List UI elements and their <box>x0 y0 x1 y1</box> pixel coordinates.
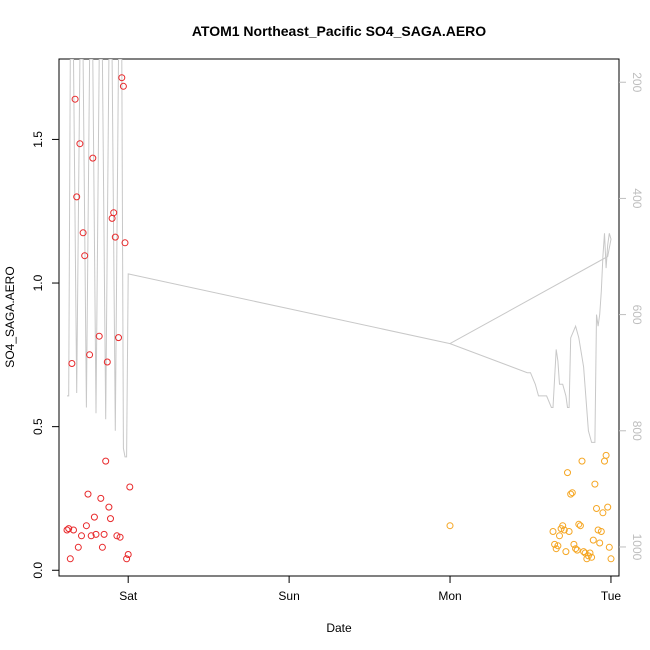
data-point <box>82 522 90 530</box>
series-0 <box>63 74 134 563</box>
data-point <box>580 548 588 556</box>
data-point <box>119 82 127 90</box>
data-point <box>98 543 106 551</box>
data-point <box>103 358 111 366</box>
data-point <box>116 533 124 541</box>
data-point <box>71 95 79 103</box>
right-tick-label-0: 200 <box>630 72 644 92</box>
data-point <box>565 528 573 535</box>
right-tick-label-3: 800 <box>630 421 644 441</box>
right-axis: 200 400 600 800 1000 <box>619 72 644 561</box>
data-point <box>121 239 129 247</box>
y-axis-label: SO4_SAGA.AERO <box>3 266 17 367</box>
data-point <box>87 532 95 540</box>
data-point <box>74 543 82 551</box>
data-point <box>607 555 615 563</box>
data-point <box>79 229 87 237</box>
data-point <box>84 490 92 498</box>
y-tick-label-1: 0.5 <box>31 418 45 435</box>
data-point <box>89 154 97 162</box>
data-point <box>554 542 562 550</box>
data-point <box>78 532 85 540</box>
data-point <box>567 490 575 498</box>
data-point <box>599 509 607 517</box>
data-point <box>66 555 74 563</box>
data-point <box>564 469 571 477</box>
x-tick-label-0: Sat <box>119 589 138 603</box>
data-point <box>123 555 131 563</box>
data-point <box>568 489 576 497</box>
right-tick-label-2: 600 <box>630 305 644 325</box>
x-tick-label-2: Mon <box>438 589 461 603</box>
plot-area <box>63 59 615 563</box>
y-tick-label-3: 1.5 <box>31 131 45 148</box>
data-point <box>602 451 610 459</box>
x-tick-label-3: Tue <box>601 589 622 603</box>
data-point <box>81 252 89 260</box>
chart-title: ATOM1 Northeast_Pacific SO4_SAGA.AERO <box>192 23 486 39</box>
data-point <box>63 526 71 534</box>
data-point <box>111 233 119 241</box>
data-point <box>575 520 583 528</box>
data-point <box>446 522 454 530</box>
data-point <box>596 539 604 547</box>
right-tick-label-4: 1000 <box>630 534 644 561</box>
data-point <box>588 553 596 561</box>
data-point <box>586 549 594 557</box>
data-point <box>570 540 578 548</box>
data-point <box>601 457 608 465</box>
data-point <box>97 494 105 502</box>
y-tick-label-0: 0.0 <box>31 562 45 579</box>
y-tick-label-2: 1.0 <box>31 274 45 291</box>
data-point <box>594 526 602 534</box>
data-point <box>105 503 113 511</box>
data-point <box>591 480 599 488</box>
data-point <box>578 457 586 465</box>
data-point <box>589 536 597 544</box>
data-point <box>556 532 563 540</box>
data-point <box>126 483 134 491</box>
data-point <box>110 209 118 217</box>
data-point <box>593 505 600 512</box>
data-point <box>90 513 98 521</box>
x-tick-label-1: Sun <box>278 589 299 603</box>
data-point <box>605 543 613 551</box>
data-point <box>572 545 580 553</box>
data-point <box>597 528 605 535</box>
data-point <box>551 540 559 548</box>
data-point <box>108 214 116 222</box>
data-point <box>73 193 81 201</box>
data-point <box>95 332 103 340</box>
right-tick-label-1: 400 <box>630 188 644 208</box>
data-point <box>576 522 584 530</box>
data-point <box>76 140 84 148</box>
data-point <box>92 530 100 538</box>
x-axis: Sat Sun Mon Tue <box>119 576 621 603</box>
data-point <box>100 530 108 538</box>
data-point <box>549 528 557 535</box>
data-point <box>118 74 126 82</box>
x-axis-label: Date <box>326 621 352 635</box>
data-point <box>559 522 567 530</box>
altitude-line <box>67 59 612 458</box>
data-point <box>68 360 76 367</box>
data-point <box>124 551 132 558</box>
series-1 <box>446 451 615 563</box>
plot-frame <box>58 58 620 577</box>
data-point <box>560 526 568 534</box>
data-point <box>86 351 94 359</box>
y-axis: 0.0 0.5 1.0 1.5 <box>31 131 59 579</box>
data-point <box>573 546 581 554</box>
data-point <box>562 548 570 556</box>
data-point <box>102 457 110 465</box>
data-point <box>65 525 73 533</box>
data-point <box>115 334 122 342</box>
data-point <box>604 503 612 511</box>
data-point <box>107 515 114 523</box>
data-point <box>113 532 121 540</box>
